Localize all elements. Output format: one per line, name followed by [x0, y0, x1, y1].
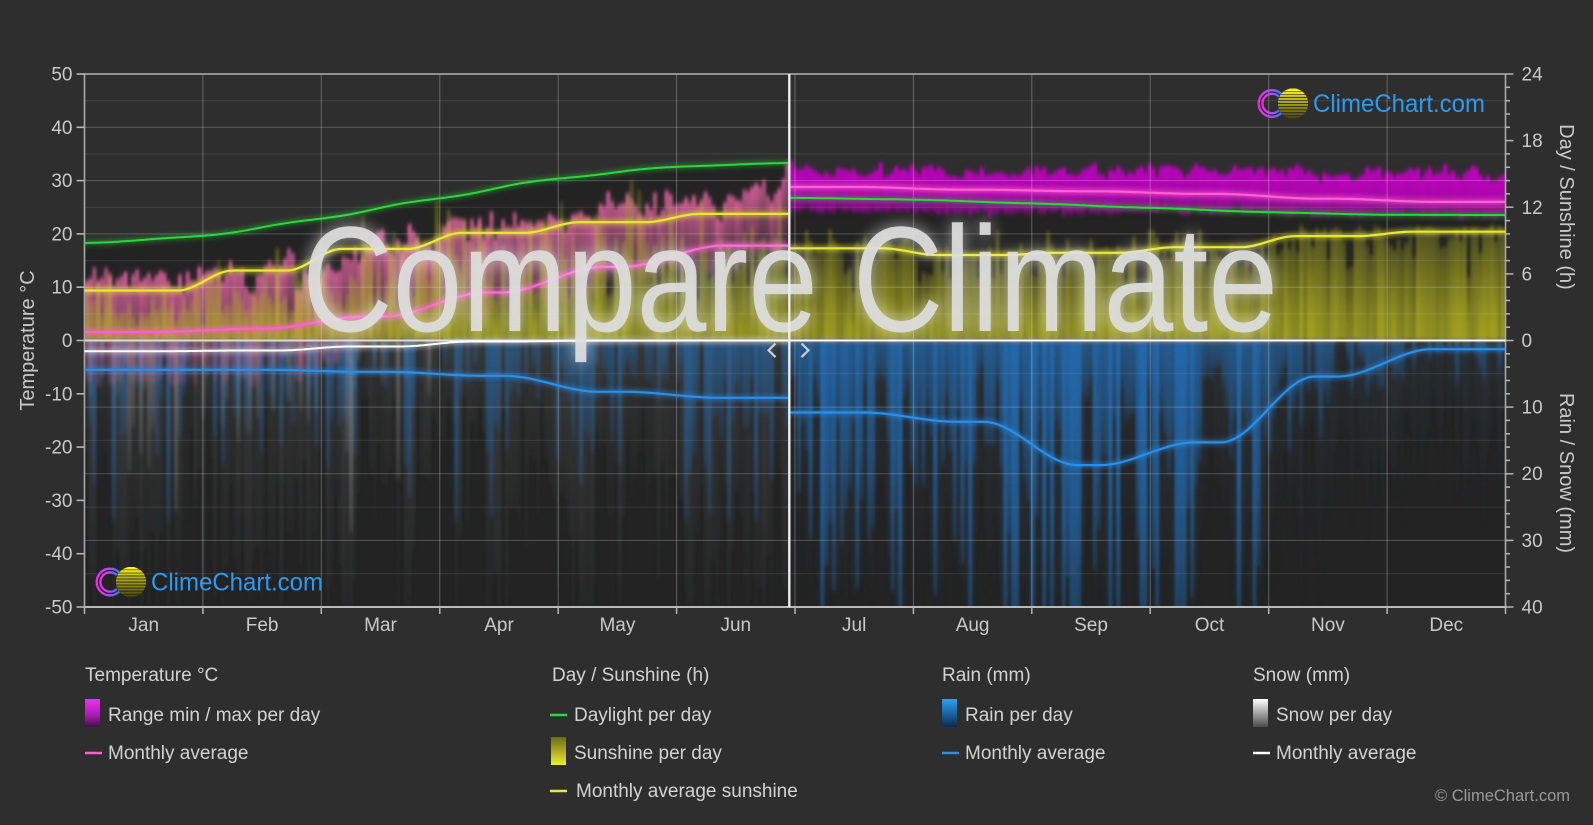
svg-text:Dec: Dec — [1429, 615, 1463, 636]
svg-text:Temperature °C: Temperature °C — [17, 270, 39, 410]
svg-text:-20: -20 — [45, 438, 72, 459]
svg-text:Jun: Jun — [720, 615, 751, 636]
svg-text:0: 0 — [1522, 331, 1533, 352]
svg-text:Monthly average sunshine: Monthly average sunshine — [576, 781, 798, 802]
svg-text:12: 12 — [1522, 198, 1543, 219]
svg-text:Monthly average: Monthly average — [965, 743, 1105, 764]
svg-text:Monthly average: Monthly average — [108, 743, 248, 764]
svg-text:6: 6 — [1522, 264, 1533, 285]
svg-text:20: 20 — [51, 224, 72, 245]
svg-text:0: 0 — [62, 331, 73, 352]
svg-text:Jan: Jan — [128, 615, 159, 636]
svg-text:Jul: Jul — [842, 615, 866, 636]
svg-text:© ClimeChart.com: © ClimeChart.com — [1435, 787, 1570, 805]
svg-text:Snow (mm): Snow (mm) — [1253, 665, 1350, 686]
svg-text:ClimeChart.com: ClimeChart.com — [151, 569, 323, 597]
svg-text:Sep: Sep — [1074, 615, 1108, 636]
svg-text:Feb: Feb — [246, 615, 279, 636]
svg-text:-50: -50 — [45, 598, 72, 619]
svg-text:Rain / Snow (mm): Rain / Snow (mm) — [1555, 393, 1577, 553]
svg-text:Apr: Apr — [484, 615, 514, 636]
svg-text:Oct: Oct — [1195, 615, 1225, 636]
svg-text:30: 30 — [1522, 531, 1543, 552]
svg-text:50: 50 — [51, 65, 72, 86]
svg-text:Day / Sunshine (h): Day / Sunshine (h) — [552, 665, 709, 686]
svg-text:18: 18 — [1522, 131, 1543, 152]
svg-text:Temperature °C: Temperature °C — [85, 665, 218, 686]
svg-text:Rain (mm): Rain (mm) — [942, 665, 1031, 686]
svg-text:-10: -10 — [45, 384, 72, 405]
svg-text:-40: -40 — [45, 544, 72, 565]
svg-text:Nov: Nov — [1311, 615, 1345, 636]
svg-text:40: 40 — [1522, 598, 1543, 619]
svg-text:24: 24 — [1522, 65, 1544, 86]
svg-text:-30: -30 — [45, 491, 72, 512]
svg-text:30: 30 — [51, 171, 72, 192]
svg-text:Daylight per day: Daylight per day — [574, 705, 712, 726]
svg-text:20: 20 — [1522, 464, 1543, 485]
svg-text:10: 10 — [1522, 398, 1543, 419]
svg-text:Day / Sunshine (h): Day / Sunshine (h) — [1555, 124, 1577, 290]
svg-text:May: May — [599, 615, 635, 636]
svg-text:Range min / max per day: Range min / max per day — [108, 705, 321, 726]
svg-text:Monthly average: Monthly average — [1276, 743, 1416, 764]
svg-text:Snow per day: Snow per day — [1276, 705, 1393, 726]
svg-text:Mar: Mar — [364, 615, 397, 636]
svg-text:Rain per day: Rain per day — [965, 705, 1073, 726]
svg-text:40: 40 — [51, 118, 72, 139]
svg-text:Aug: Aug — [956, 615, 990, 636]
svg-text:Sunshine per day: Sunshine per day — [574, 743, 722, 764]
svg-text:10: 10 — [51, 278, 72, 299]
svg-text:ClimeChart.com: ClimeChart.com — [1313, 90, 1485, 118]
